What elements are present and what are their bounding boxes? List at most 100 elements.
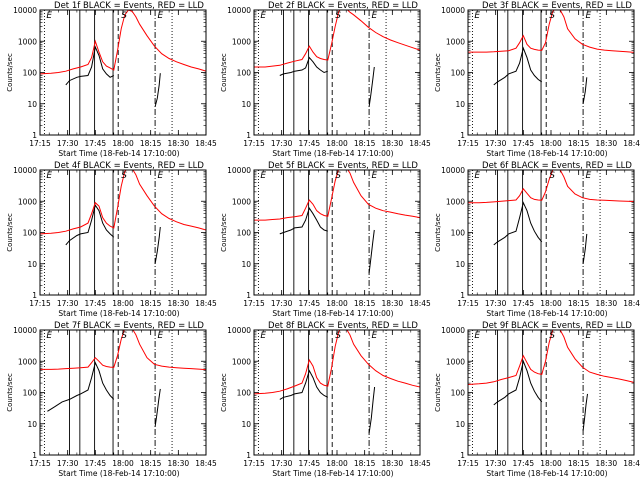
x-tick-label: 18:45 [623,299,640,308]
marker-annotation: E [46,11,52,21]
x-tick-label: 17:15 [243,139,265,148]
marker-annotation: E [585,331,591,341]
events-series-line [582,393,588,431]
x-tick-label: 18:30 [168,459,190,468]
y-axis-label: Counts/sec [220,213,228,252]
y-tick-label: 1 [246,131,251,140]
x-tick-label: 18:30 [382,139,404,148]
events-series-line [154,388,161,427]
y-tick-label: 1 [32,131,37,140]
chart-title: Det 3f BLACK = Events, RED = LLD [482,1,632,11]
y-tick-label: 10 [241,260,251,269]
chart-panel-9: Det 9f BLACK = Events, RED = LLD 1 10 100 10… [434,321,640,478]
x-tick-label: 18:00 [540,139,562,148]
x-axis-label: Start Time (18-Feb-14 17:10:00) [58,149,179,158]
y-tick-label: 1 [246,451,251,460]
y-tick-label: 1 [246,291,251,300]
marker-annotation: E [157,11,163,21]
x-tick-label: 17:45 [299,459,321,468]
x-tick-label: 17:45 [85,299,107,308]
x-tick-label: 17:30 [485,459,507,468]
y-tick-label: 100 [23,229,38,238]
chart-title: Det 1f BLACK = Events, RED = LLD [54,1,204,11]
marker-annotation: E [260,331,266,341]
x-tick-label: 17:30 [485,299,507,308]
lld-series-line [468,330,634,385]
marker-annotation: E [371,171,377,181]
lld-series-line [468,10,634,53]
y-tick-label: 1000 [18,197,37,206]
x-axis-label: Start Time (18-Feb-14 17:10:00) [58,309,179,318]
events-series-line [65,203,115,246]
x-tick-label: 17:30 [57,459,79,468]
events-series-line [493,46,543,86]
chart-title: Det 9f BLACK = Events, RED = LLD [482,321,632,331]
plot-frame [253,9,421,136]
x-tick-label: 17:30 [271,139,293,148]
events-series-line [47,361,115,412]
y-tick-label: 10000 [13,166,37,175]
y-tick-label: 1 [460,291,465,300]
chart-panel-3: Det 3f BLACK = Events, RED = LLD 1 10 100 10… [434,1,640,158]
y-tick-label: 1 [32,451,37,460]
x-axis-label: Start Time (18-Feb-14 17:10:00) [272,149,393,158]
x-tick-label: 18:15 [140,139,162,148]
marker-annotation: S [121,11,127,21]
y-tick-label: 10000 [441,6,465,15]
y-tick-label: 10000 [227,6,251,15]
marker-annotation: S [335,171,341,181]
y-tick-label: 1000 [446,357,465,366]
x-tick-label: 17:15 [243,299,265,308]
chart-title: Det 7f BLACK = Events, RED = LLD [54,321,204,331]
x-axis-label: Start Time (18-Feb-14 17:10:00) [272,309,393,318]
y-tick-label: 10000 [13,6,37,15]
events-series-line [154,73,161,107]
chart-panel-8: Det 8f BLACK = Events, RED = LLD 1 10 100 10… [220,321,431,478]
x-tick-label: 18:00 [112,299,134,308]
y-tick-label: 1000 [232,357,251,366]
events-series-line [65,45,115,86]
plot-frame [39,9,207,136]
x-axis-label: Start Time (18-Feb-14 17:10:00) [272,469,393,478]
y-tick-label: 10 [455,100,465,109]
chart-panel-6: Det 6f BLACK = Events, RED = LLD 1 10 100 10… [434,161,640,318]
x-tick-label: 17:15 [29,299,51,308]
x-tick-label: 17:30 [271,299,293,308]
chart-title: Det 6f BLACK = Events, RED = LLD [482,161,632,171]
y-axis-label: Counts/sec [434,213,442,252]
x-tick-label: 18:45 [195,299,217,308]
marker-annotation: S [121,171,127,181]
events-series-line [582,77,588,104]
plot-frame [253,329,421,456]
y-tick-label: 1 [32,291,37,300]
events-series-line [493,359,543,406]
chart-title: Det 2f BLACK = Events, RED = LLD [268,1,418,11]
x-tick-label: 17:45 [85,139,107,148]
events-series-line [279,56,328,76]
y-tick-label: 10 [27,420,37,429]
x-tick-label: 18:15 [140,459,162,468]
marker-annotation: E [585,11,591,21]
x-tick-label: 17:45 [299,299,321,308]
y-tick-label: 10000 [227,166,251,175]
y-tick-label: 100 [451,229,466,238]
marker-annotation: E [474,171,480,181]
lld-series-line [254,170,420,221]
lld-series-line [40,330,206,371]
x-tick-label: 18:15 [568,139,590,148]
y-tick-label: 100 [237,389,252,398]
events-series-line [582,233,588,264]
chart-panel-5: Det 5f BLACK = Events, RED = LLD 1 10 100 10… [220,161,431,318]
x-tick-label: 18:00 [326,139,348,148]
y-axis-label: Counts/sec [434,373,442,412]
x-tick-label: 18:15 [140,299,162,308]
y-tick-label: 1000 [446,197,465,206]
y-tick-label: 100 [451,69,466,78]
x-tick-label: 17:30 [57,139,79,148]
x-tick-label: 18:45 [195,459,217,468]
x-tick-label: 18:15 [354,299,376,308]
x-axis-label: Start Time (18-Feb-14 17:10:00) [486,149,607,158]
y-tick-label: 10000 [227,326,251,335]
x-tick-label: 18:15 [568,299,590,308]
